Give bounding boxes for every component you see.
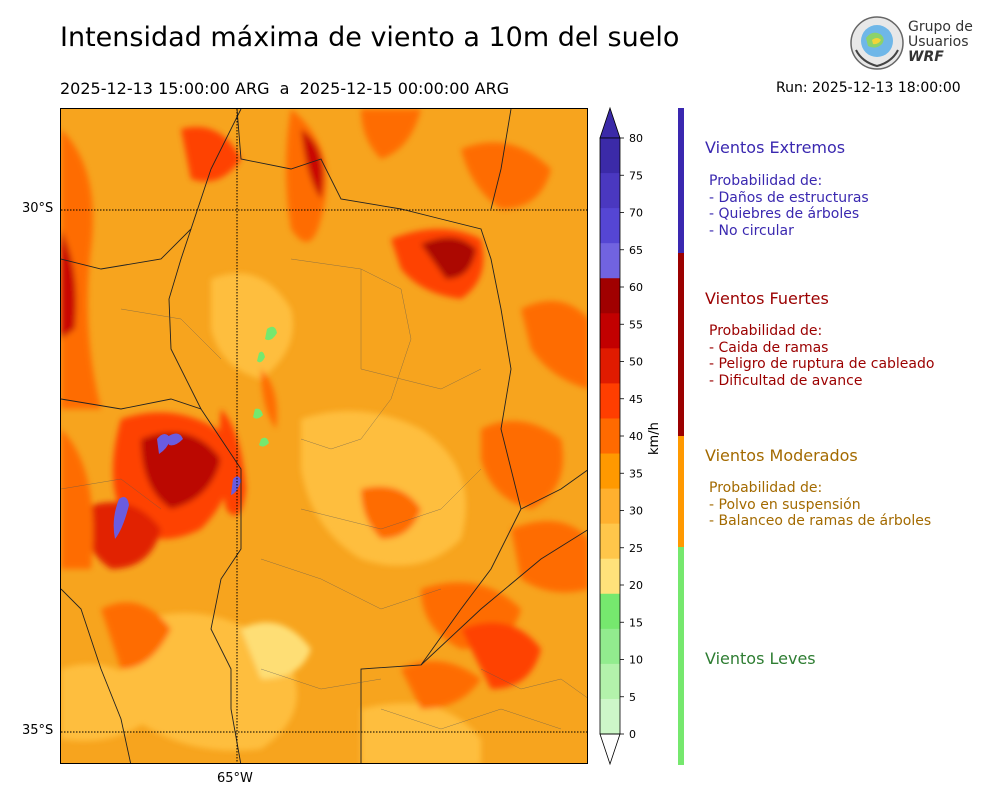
colorbar-tick-label: 0 (629, 728, 636, 741)
colorbar-tick-label: 70 (629, 207, 643, 220)
wrf-group-logo: Grupo de Usuarios WRF (848, 14, 978, 74)
category-bar-moderados (678, 436, 684, 547)
colorbar-tick-label: 20 (629, 579, 643, 592)
colorbar-units: km/h (647, 422, 662, 455)
lat-label-30s: 30°S (22, 201, 54, 216)
colorbar-tick-label: 30 (629, 505, 643, 518)
lat-label-35s: 35°S (22, 723, 54, 738)
colorbar-swatch (600, 663, 620, 700)
map-title: Intensidad máxima de viento a 10m del su… (60, 22, 680, 53)
colorbar-swatch (600, 558, 620, 595)
colorbar-tick-label: 65 (629, 244, 643, 257)
category-bar-extremos (678, 108, 684, 253)
run-time: Run: 2025-12-13 18:00:00 (776, 80, 961, 96)
logo-line-3: WRF (908, 49, 944, 65)
category-bar-leves (678, 547, 684, 765)
category-desc-extremos: Probabilidad de: - Daños de estructuras … (709, 173, 869, 239)
logo-line-1: Grupo de (908, 19, 973, 35)
colorbar-tick-label: 35 (629, 467, 643, 480)
colorbar-tick-label: 25 (629, 542, 643, 555)
lon-label-65w: 65°W (217, 771, 253, 786)
category-title-leves: Vientos Leves (705, 649, 816, 668)
category-desc-moderados: Probabilidad de: - Polvo en suspensión -… (709, 480, 932, 529)
logo-line-2: Usuarios (908, 34, 969, 50)
wind-map (60, 108, 588, 764)
colorbar-tick-label: 55 (629, 318, 643, 331)
colorbar-swatch (600, 523, 620, 560)
colorbar-extend-low (599, 733, 621, 766)
category-desc-fuertes: Probabilidad de: - Caida de ramas - Peli… (709, 323, 935, 389)
colorbar-swatch (600, 313, 620, 349)
colorbar-tick-label: 50 (629, 356, 643, 369)
colorbar-tick-label: 5 (629, 691, 636, 704)
colorbar-swatch (600, 173, 620, 209)
colorbar-swatch (600, 628, 620, 665)
colorbar-swatch (600, 593, 620, 630)
colorbar-tick-label: 45 (629, 393, 643, 406)
colorbar-tick-label: 40 (629, 430, 643, 443)
colorbar-swatch (600, 208, 620, 244)
colorbar-swatch (600, 698, 620, 735)
colorbar-tick-label: 75 (629, 169, 643, 182)
category-bar-fuertes (678, 253, 684, 436)
colorbar-tick-label: 80 (629, 132, 643, 145)
category-title-moderados: Vientos Moderados (705, 446, 858, 465)
wind-field (61, 109, 587, 763)
colorbar-swatch (600, 278, 620, 314)
category-title-fuertes: Vientos Fuertes (705, 289, 829, 308)
colorbar-swatch (600, 418, 620, 455)
colorbar-swatch (600, 383, 620, 419)
colorbar-tick-label: 15 (629, 616, 643, 629)
colorbar: 0 5 10 15 20 25 30 35 40 45 50 55 60 65 70 75 80 (599, 106, 643, 766)
colorbar-swatch (600, 488, 620, 525)
globe-icon (850, 16, 904, 70)
category-title-extremos: Vientos Extremos (705, 138, 846, 157)
colorbar-tick-label: 60 (629, 281, 643, 294)
colorbar-tick-label: 10 (629, 654, 643, 667)
colorbar-swatch (600, 348, 620, 384)
colorbar-swatch (600, 453, 620, 490)
colorbar-swatch (600, 243, 620, 279)
colorbar-extend-high (599, 106, 621, 139)
forecast-period: 2025-12-13 15:00:00 ARG a 2025-12-15 00:… (60, 79, 510, 98)
colorbar-swatch (600, 138, 620, 174)
